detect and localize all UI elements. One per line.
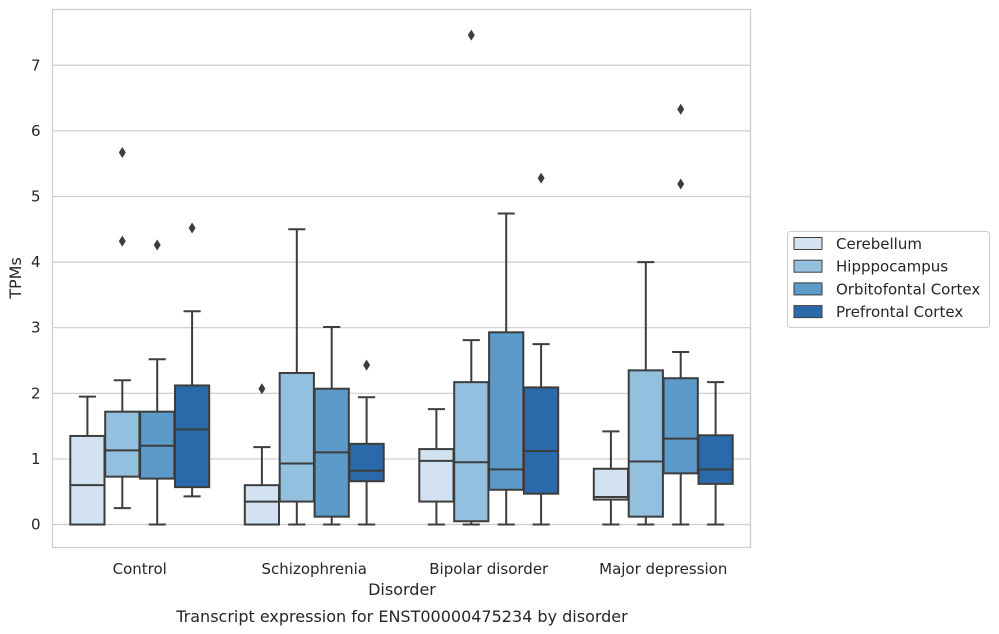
box-0-3 [173,222,211,498]
legend-swatch [793,282,823,296]
box-iqr [104,410,141,478]
legend-swatch [793,259,823,273]
box-iqr [662,377,699,475]
box-2-0 [418,408,455,526]
plot-area-frame [51,8,752,549]
outlier-point [467,29,475,41]
legend-frame [787,231,990,328]
box-0-2 [139,239,176,526]
box-2-3 [522,172,560,526]
box-iqr [592,467,630,501]
outlier-point [118,235,126,247]
legend-label: Orbitofontal Cortex [836,280,980,298]
box-iqr [453,381,490,523]
x-tick-label: Major depression [599,560,727,578]
box-plot-series [69,29,734,526]
box-iqr [522,386,560,495]
box-iqr [488,331,525,491]
legend-label: Hipppocampus [836,258,948,276]
x-tick-label: Schizophrenia [262,560,367,578]
box-iqr [627,369,664,518]
box-iqr [278,371,315,503]
legend-items: Cerebellum Hipppocampus Orbitofontal Corte… [793,235,980,321]
outlier-point [363,359,371,371]
outlier-point [677,178,685,190]
y-axis-label: TPMs [6,257,25,300]
box-iqr [697,434,734,485]
legend-label: Cerebellum [836,235,922,253]
y-axis-ticks: 0 1 2 3 4 5 6 7 [31,56,41,533]
outlier-point [118,147,126,159]
y-tick-label: 7 [31,56,41,74]
y-tick-label: 4 [31,253,41,271]
y-tick-label: 6 [31,122,41,140]
box-0-0 [69,395,106,526]
y-tick-label: 1 [31,450,41,468]
legend-swatch [793,237,823,250]
box-3-0 [592,430,630,526]
x-axis-label: Disorder [368,580,436,599]
outlier-point [537,172,545,184]
x-tick-label: Bipolar disorder [429,560,549,578]
box-3-3 [697,381,734,526]
box-3-2 [662,103,699,526]
box-iqr [418,448,455,503]
chart-caption: Transcript expression for ENST0000047523… [175,607,628,626]
box-iqr [69,434,106,526]
box-1-0 [243,383,281,526]
legend-label: Prefrontal Cortex [836,303,963,321]
outlier-point [153,239,161,251]
box-2-1 [453,29,490,526]
x-tick-label: Control [113,560,167,578]
y-tick-label: 5 [31,187,41,205]
y-tick-label: 0 [31,516,41,534]
outlier-point [258,383,266,395]
box-2-2 [488,212,525,526]
y-tick-label: 3 [31,319,41,337]
legend-swatch [793,305,823,319]
outlier-point [188,222,196,234]
legend: Cerebellum Hipppocampus Orbitofontal Corte… [787,231,990,328]
box-iqr [243,484,281,526]
box-iqr [348,442,385,483]
y-tick-label: 2 [31,384,41,402]
box-3-1 [627,261,664,526]
x-axis-ticks: Control Schizophrenia Bipolar disorder Majo… [113,560,728,578]
box-1-1 [278,228,315,526]
box-1-3 [348,359,385,526]
outlier-point [677,103,685,115]
box-iqr [173,384,211,489]
box-1-2 [313,326,350,526]
